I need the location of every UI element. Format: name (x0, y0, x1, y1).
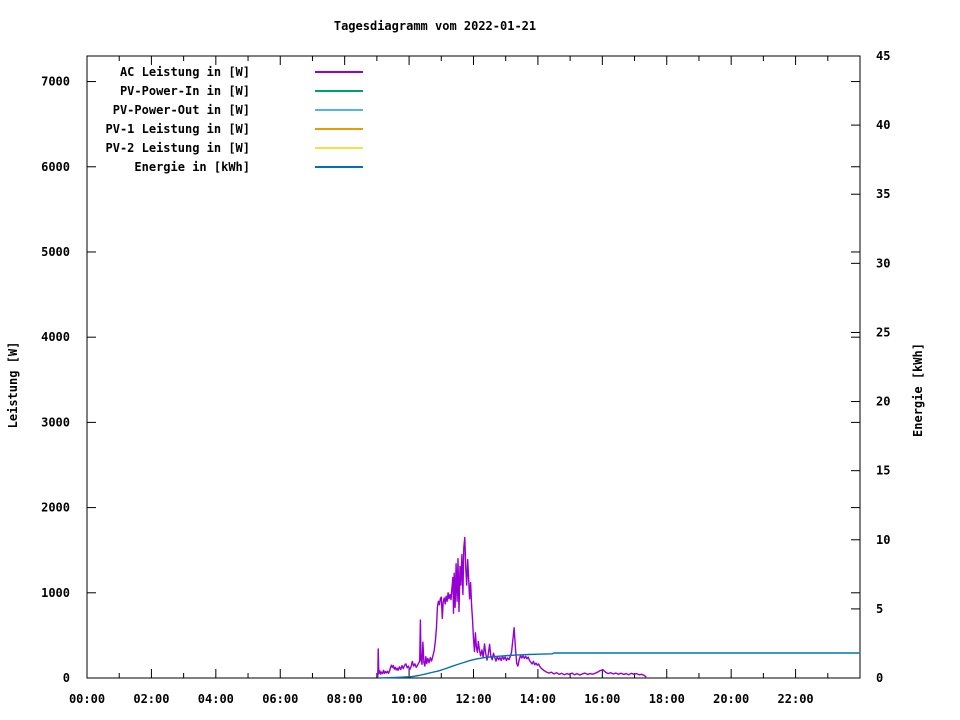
chart-title: Tagesdiagramm vom 2022-01-21 (333, 19, 537, 33)
legend-line-sample (315, 70, 363, 73)
x-tick-label: 20:00 (713, 692, 749, 706)
x-tick-label: 02:00 (133, 692, 169, 706)
legend-item: PV-2 Leistung in [W] (90, 138, 363, 157)
x-tick-label: 00:00 (69, 692, 105, 706)
legend-label: PV-2 Leistung in [W] (105, 140, 251, 155)
legend-label: PV-Power-In in [W] (119, 83, 250, 98)
x-tick-label: 18:00 (649, 692, 685, 706)
x-tick-label: 14:00 (520, 692, 556, 706)
x-tick-label: 16:00 (584, 692, 620, 706)
x-tick-label: 08:00 (327, 692, 363, 706)
y-right-tick-label: 10 (876, 533, 890, 547)
legend-item: AC Leistung in [W] (90, 62, 363, 81)
y-right-tick-label: 40 (876, 118, 890, 132)
y-right-tick-label: 30 (876, 256, 890, 270)
legend-line-sample (315, 146, 363, 149)
x-tick-label: 22:00 (778, 692, 814, 706)
y-left-tick-label: 3000 (41, 415, 70, 429)
y-left-tick-label: 7000 (41, 75, 70, 89)
y-left-tick-label: 5000 (41, 245, 70, 259)
legend-line-sample (315, 165, 363, 168)
legend-label: PV-Power-Out in [W] (112, 102, 250, 117)
y-left-tick-label: 0 (63, 671, 70, 685)
y-right-tick-label: 5 (876, 602, 883, 616)
legend: AC Leistung in [W] PV-Power-In in [W] PV-P… (90, 62, 363, 176)
y-left-tick-label: 2000 (41, 501, 70, 515)
legend-line-sample (315, 108, 363, 111)
legend-label: Energie in [kWh] (134, 159, 250, 174)
series-line-energie-in-kwh (377, 652, 861, 679)
legend-item: PV-Power-In in [W] (90, 81, 363, 100)
legend-line-sample (315, 127, 363, 130)
legend-label: PV-1 Leistung in [W] (105, 121, 251, 136)
y-right-tick-label: 25 (876, 325, 890, 339)
y-right-tick-label: 45 (876, 49, 890, 63)
y-right-tick-label: 0 (876, 671, 883, 685)
y-right-tick-label: 35 (876, 187, 890, 201)
y-left-tick-label: 1000 (41, 586, 70, 600)
x-tick-label: 10:00 (391, 692, 427, 706)
x-tick-label: 06:00 (262, 692, 298, 706)
y-right-tick-label: 15 (876, 464, 890, 478)
legend-item: PV-1 Leistung in [W] (90, 119, 363, 138)
y-left-tick-label: 6000 (41, 160, 70, 174)
y-right-tick-label: 20 (876, 395, 890, 409)
legend-line-sample (315, 89, 363, 92)
legend-label: AC Leistung in [W] (119, 64, 250, 79)
series-line-ac-leistung-in-w (377, 536, 647, 678)
legend-item: PV-Power-Out in [W] (90, 100, 363, 119)
legend-item: Energie in [kWh] (90, 157, 363, 176)
x-tick-label: 04:00 (198, 692, 234, 706)
x-tick-label: 12:00 (455, 692, 491, 706)
y-left-tick-label: 4000 (41, 330, 70, 344)
